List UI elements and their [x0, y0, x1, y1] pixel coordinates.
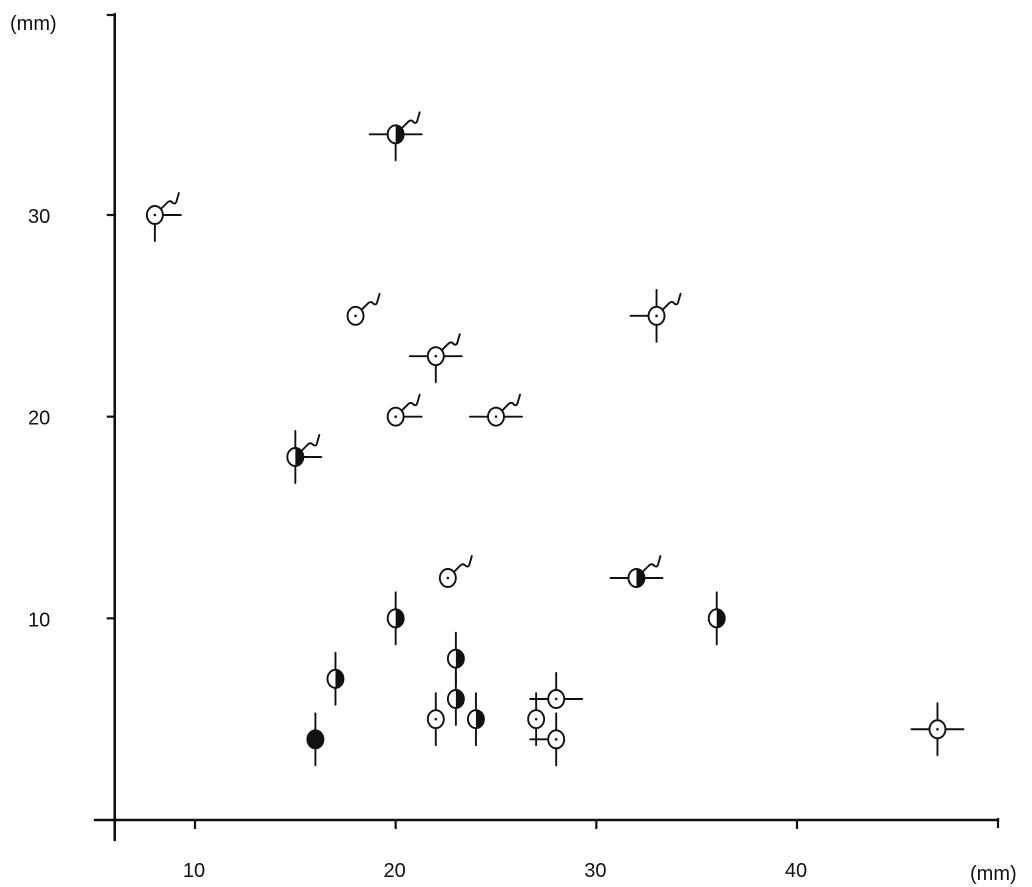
glyph-tail: [452, 555, 473, 573]
glyph-tail: [641, 555, 662, 573]
data-point: [438, 555, 473, 588]
data-point: [346, 292, 381, 326]
data-point: [629, 288, 682, 343]
glyph-half-fill: [395, 609, 404, 628]
glyph-half-fill: [335, 669, 344, 688]
data-point: [368, 111, 423, 162]
glyph-center-dot: [494, 415, 498, 418]
glyph-center-dot: [936, 727, 939, 731]
glyph-tail: [400, 393, 421, 412]
data-point: [469, 393, 523, 427]
data-point: [326, 651, 345, 706]
x-tick-label: 10: [183, 860, 205, 882]
glyph-center-dot: [446, 576, 450, 580]
glyph-center-dot: [534, 717, 538, 721]
glyph-half-fill: [475, 710, 484, 729]
y-tick-label: 20: [28, 408, 50, 430]
glyph-center-dot: [655, 314, 658, 318]
y-axis-label: (mm): [10, 13, 57, 35]
axes: [93, 12, 1000, 842]
x-axis-label: (mm): [970, 863, 1017, 885]
glyph-tail: [440, 333, 461, 352]
data-point: [529, 712, 566, 767]
data-point: [145, 192, 182, 242]
glyph-center-dot: [394, 415, 397, 418]
data-point: [446, 672, 465, 726]
data-point: [609, 555, 664, 588]
glyph-half-fill: [395, 125, 404, 144]
x-tick-label: 20: [384, 860, 406, 882]
data-point: [527, 692, 546, 747]
glyph-tail: [360, 292, 381, 311]
glyph-center-dot: [554, 738, 558, 741]
data-point: [408, 333, 463, 384]
glyph-half-fill: [716, 609, 725, 628]
glyph-half-fill: [455, 649, 464, 668]
data-point: [446, 631, 465, 686]
glyph-full-fill: [307, 730, 324, 749]
glyph-half-fill: [636, 569, 645, 587]
x-tick-label: 30: [584, 860, 606, 882]
data-point: [529, 672, 584, 709]
glyph-tail: [159, 192, 180, 210]
x-tick-label: 40: [785, 860, 807, 882]
data-point: [707, 591, 726, 646]
glyph-half-fill: [295, 448, 304, 466]
data-point: [910, 702, 965, 757]
glyph-half-fill: [455, 690, 464, 708]
y-tick-label: 10: [28, 609, 50, 631]
glyph-center-dot: [554, 697, 558, 701]
glyph-center-dot: [354, 314, 357, 318]
glyph-center-dot: [434, 354, 438, 358]
glyph-tail: [501, 393, 521, 412]
glyph-center-dot: [434, 717, 438, 721]
data-points: [145, 111, 965, 767]
data-point: [286, 430, 323, 484]
data-point: [386, 591, 405, 646]
glyph-center-dot: [153, 213, 157, 217]
glyph-tail: [400, 111, 421, 130]
glyph-tail: [661, 292, 682, 311]
data-point: [386, 393, 423, 427]
data-point: [426, 692, 445, 747]
glyph-tail: [300, 434, 321, 452]
data-point: [306, 712, 325, 767]
data-point: [466, 692, 485, 747]
y-tick-label: 30: [28, 206, 50, 228]
ticks: 10 20 30 40 10 20 30: [28, 13, 1000, 882]
